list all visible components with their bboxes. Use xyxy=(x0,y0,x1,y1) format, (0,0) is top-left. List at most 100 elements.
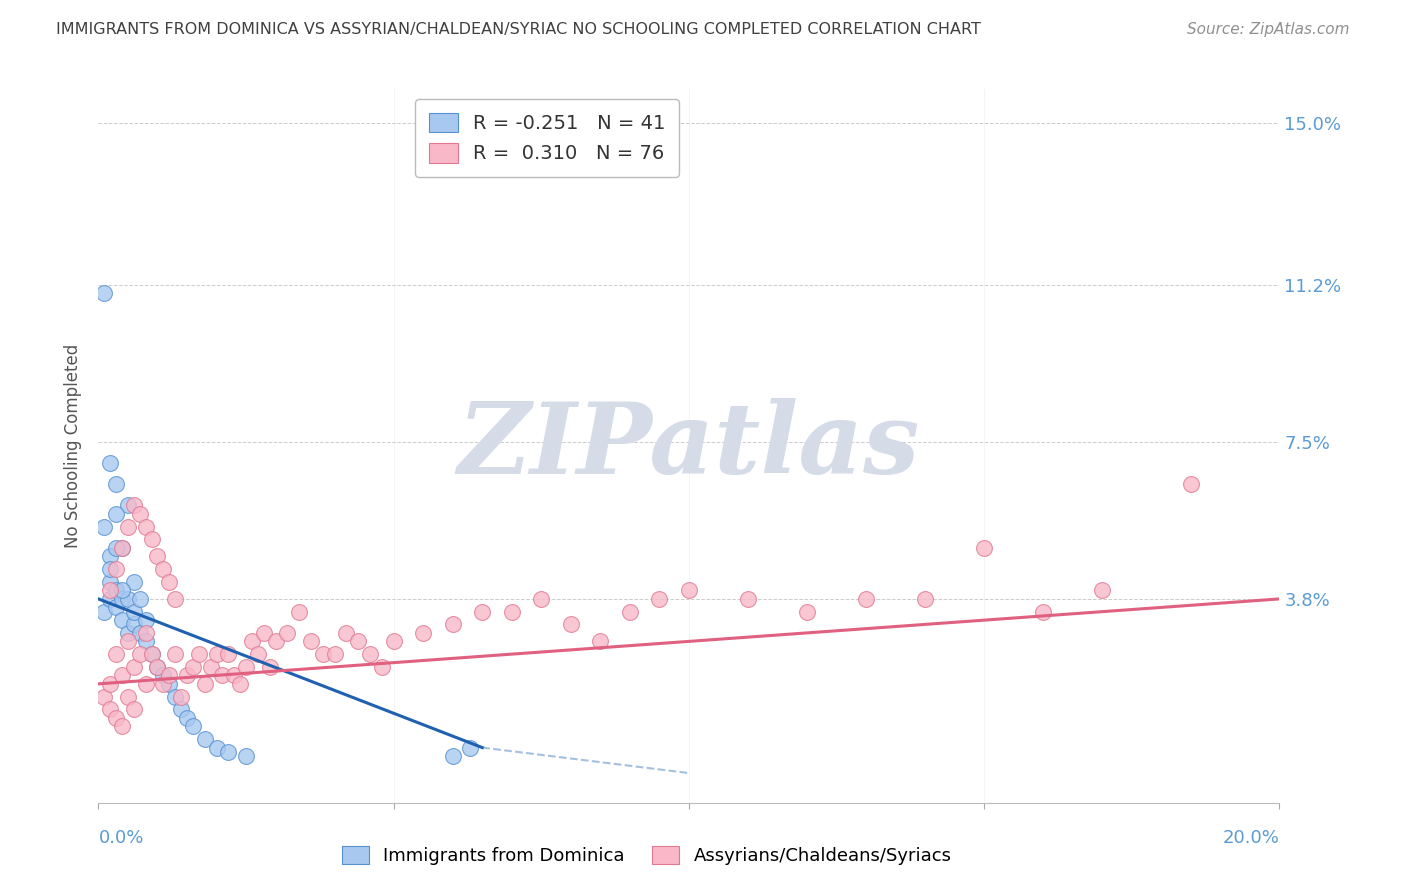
Point xyxy=(122,617,145,632)
Point xyxy=(471,605,494,619)
Point xyxy=(253,626,276,640)
Point xyxy=(105,541,128,555)
Point xyxy=(122,702,145,716)
Point xyxy=(235,660,257,674)
Point xyxy=(264,634,287,648)
Point xyxy=(382,634,405,648)
Point xyxy=(141,647,163,661)
Point xyxy=(122,660,145,674)
Point xyxy=(200,660,222,674)
Point xyxy=(737,591,759,606)
Point xyxy=(441,749,464,764)
Point xyxy=(347,634,370,648)
Legend: R = -0.251   N = 41, R =  0.310   N = 76: R = -0.251 N = 41, R = 0.310 N = 76 xyxy=(415,99,679,177)
Point xyxy=(146,660,169,674)
Point xyxy=(276,626,298,640)
Point xyxy=(187,647,209,661)
Point xyxy=(117,591,139,606)
Point xyxy=(122,605,145,619)
Point xyxy=(152,677,174,691)
Text: Source: ZipAtlas.com: Source: ZipAtlas.com xyxy=(1187,22,1350,37)
Point xyxy=(170,702,193,716)
Point xyxy=(117,634,139,648)
Point xyxy=(170,690,193,704)
Point xyxy=(135,519,157,533)
Point xyxy=(128,647,150,661)
Point xyxy=(157,574,180,589)
Point xyxy=(128,591,150,606)
Point xyxy=(93,605,115,619)
Point xyxy=(135,634,157,648)
Point xyxy=(135,613,157,627)
Legend: Immigrants from Dominica, Assyrians/Chaldeans/Syriacs: Immigrants from Dominica, Assyrians/Chal… xyxy=(333,837,960,874)
Point xyxy=(105,507,128,521)
Point xyxy=(246,647,269,661)
Point xyxy=(128,626,150,640)
Point xyxy=(93,519,115,533)
Point xyxy=(165,591,187,606)
Point xyxy=(1091,583,1114,598)
Point xyxy=(648,591,671,606)
Point xyxy=(299,634,322,648)
Point xyxy=(205,647,228,661)
Point xyxy=(441,617,464,632)
Point xyxy=(93,690,115,704)
Point xyxy=(371,660,394,674)
Point xyxy=(146,549,169,564)
Point xyxy=(176,711,198,725)
Point xyxy=(122,499,145,513)
Point xyxy=(165,647,187,661)
Point xyxy=(589,634,612,648)
Point xyxy=(211,668,233,682)
Point xyxy=(105,583,128,598)
Point xyxy=(194,732,217,747)
Point xyxy=(98,456,121,470)
Point xyxy=(111,719,134,733)
Point xyxy=(117,626,139,640)
Point xyxy=(335,626,357,640)
Point xyxy=(111,583,134,598)
Point xyxy=(105,477,128,491)
Point xyxy=(111,541,134,555)
Point xyxy=(105,562,128,576)
Point xyxy=(105,711,128,725)
Point xyxy=(165,690,187,704)
Point xyxy=(111,591,134,606)
Point xyxy=(217,647,239,661)
Point xyxy=(1032,605,1054,619)
Point xyxy=(229,677,252,691)
Point xyxy=(157,668,180,682)
Point xyxy=(157,677,180,691)
Point xyxy=(501,605,523,619)
Point xyxy=(117,519,139,533)
Text: IMMIGRANTS FROM DOMINICA VS ASSYRIAN/CHALDEAN/SYRIAC NO SCHOOLING COMPLETED CORR: IMMIGRANTS FROM DOMINICA VS ASSYRIAN/CHA… xyxy=(56,22,981,37)
Point xyxy=(141,647,163,661)
Point xyxy=(117,690,139,704)
Point xyxy=(359,647,381,661)
Point xyxy=(1180,477,1202,491)
Point xyxy=(93,286,115,301)
Point xyxy=(412,626,434,640)
Point xyxy=(105,647,128,661)
Point xyxy=(98,702,121,716)
Text: 0.0%: 0.0% xyxy=(98,830,143,847)
Point xyxy=(98,549,121,564)
Text: 20.0%: 20.0% xyxy=(1223,830,1279,847)
Point xyxy=(973,541,995,555)
Point xyxy=(98,562,121,576)
Point xyxy=(240,634,263,648)
Text: ZIPatlas: ZIPatlas xyxy=(458,398,920,494)
Point xyxy=(98,583,121,598)
Point xyxy=(796,605,818,619)
Point xyxy=(855,591,877,606)
Point xyxy=(98,574,121,589)
Point xyxy=(122,574,145,589)
Point xyxy=(105,600,128,615)
Point xyxy=(914,591,936,606)
Point xyxy=(235,749,257,764)
Point xyxy=(117,499,139,513)
Point xyxy=(98,591,121,606)
Point xyxy=(152,668,174,682)
Point xyxy=(181,719,204,733)
Point xyxy=(135,626,157,640)
